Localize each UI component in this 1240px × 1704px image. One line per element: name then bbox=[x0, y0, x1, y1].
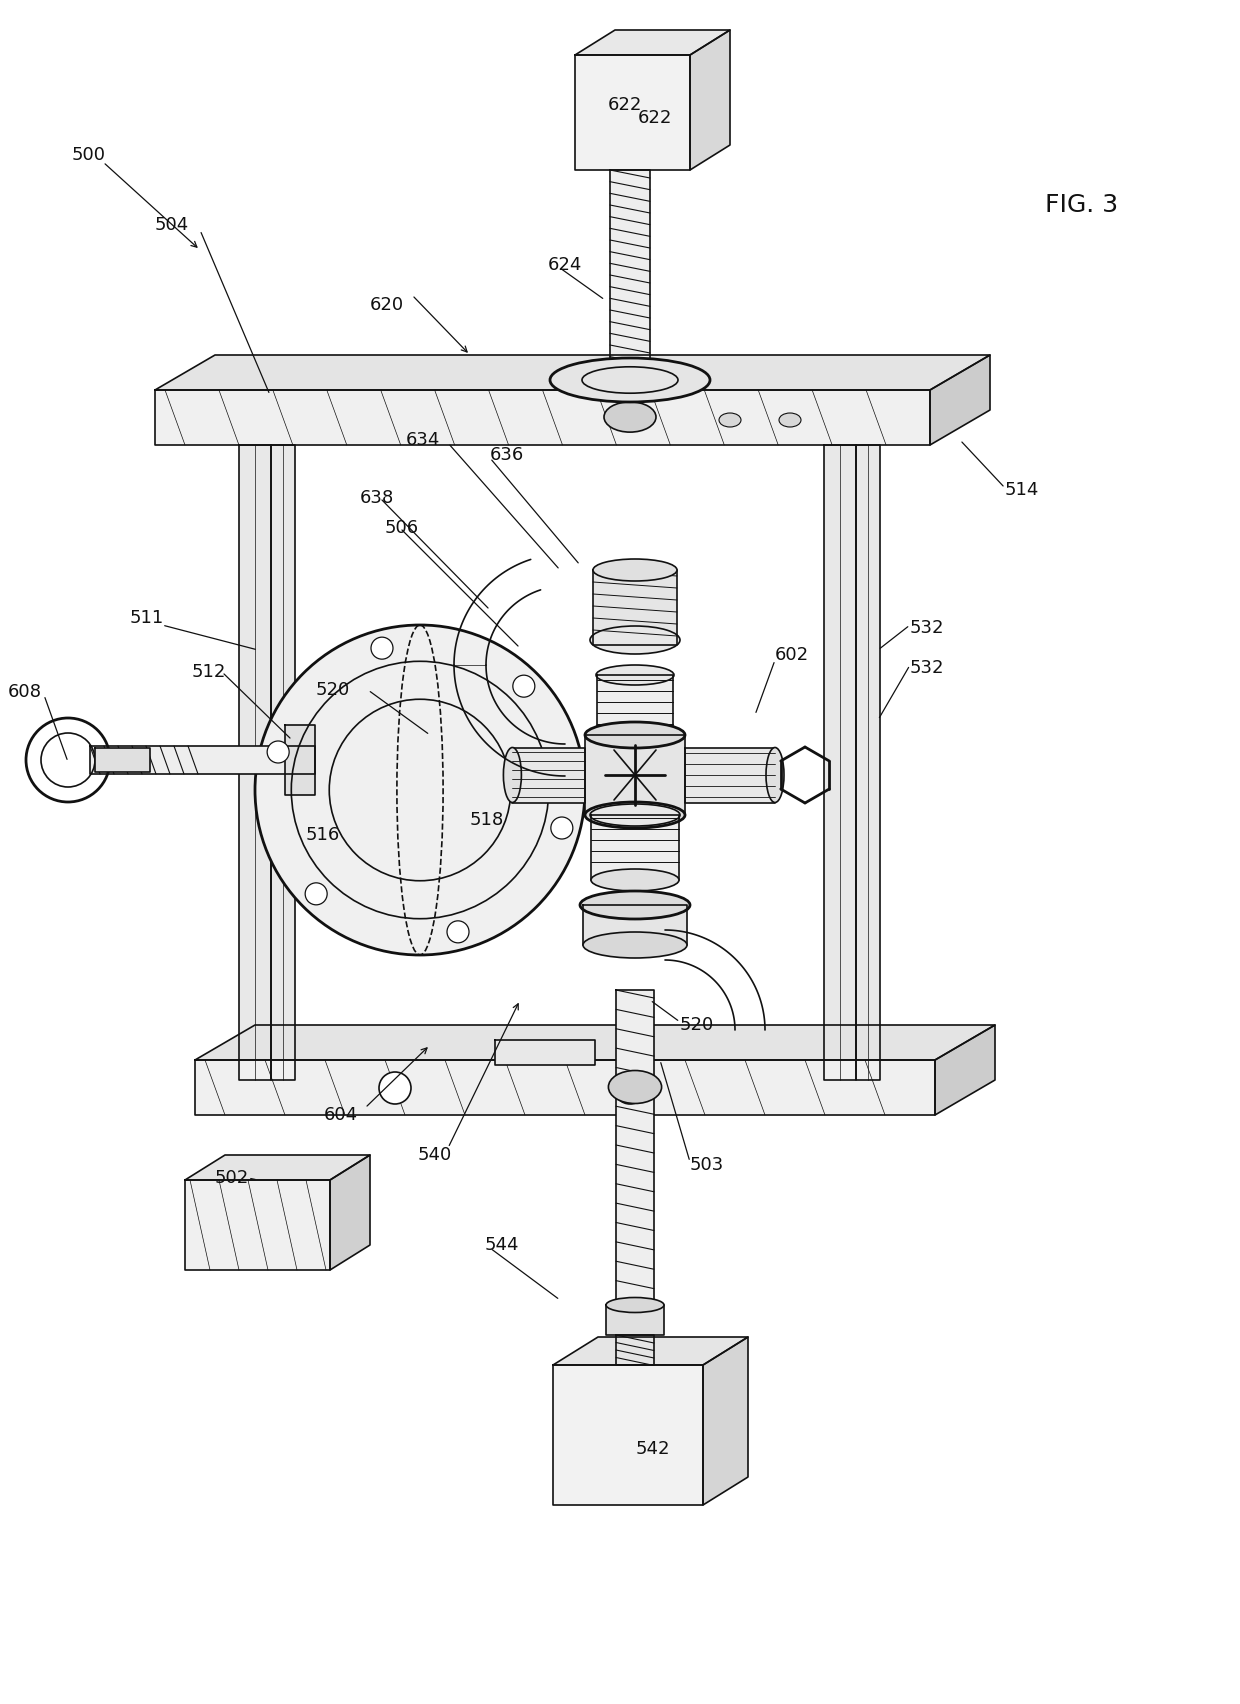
Ellipse shape bbox=[766, 748, 784, 803]
Text: 604: 604 bbox=[324, 1106, 358, 1125]
Circle shape bbox=[267, 741, 289, 763]
Text: 518: 518 bbox=[470, 811, 505, 830]
Circle shape bbox=[305, 883, 327, 905]
Polygon shape bbox=[155, 354, 990, 390]
Polygon shape bbox=[684, 748, 775, 803]
Circle shape bbox=[551, 816, 573, 838]
Text: 532: 532 bbox=[910, 619, 945, 637]
Circle shape bbox=[371, 637, 393, 659]
Ellipse shape bbox=[580, 891, 689, 918]
Polygon shape bbox=[825, 445, 856, 1080]
Ellipse shape bbox=[591, 869, 680, 891]
Ellipse shape bbox=[551, 358, 711, 402]
Polygon shape bbox=[591, 815, 680, 879]
Text: 602: 602 bbox=[775, 646, 810, 665]
Text: 512: 512 bbox=[192, 663, 227, 682]
Text: 542: 542 bbox=[636, 1440, 671, 1459]
Text: FIG. 3: FIG. 3 bbox=[1045, 193, 1118, 216]
Ellipse shape bbox=[590, 804, 680, 826]
Text: 503: 503 bbox=[689, 1155, 724, 1174]
Text: 516: 516 bbox=[306, 826, 340, 843]
Ellipse shape bbox=[585, 803, 684, 828]
Ellipse shape bbox=[779, 412, 801, 428]
Polygon shape bbox=[703, 1338, 748, 1505]
Ellipse shape bbox=[503, 748, 521, 803]
Text: 620: 620 bbox=[370, 296, 404, 314]
Ellipse shape bbox=[596, 665, 675, 685]
Ellipse shape bbox=[585, 722, 684, 748]
Polygon shape bbox=[593, 571, 677, 646]
Polygon shape bbox=[512, 748, 585, 803]
Polygon shape bbox=[272, 445, 295, 1080]
Polygon shape bbox=[185, 1179, 330, 1269]
Polygon shape bbox=[610, 170, 650, 380]
Ellipse shape bbox=[719, 412, 742, 428]
Text: 514: 514 bbox=[1004, 481, 1039, 499]
Text: 636: 636 bbox=[490, 446, 525, 463]
Ellipse shape bbox=[583, 932, 687, 958]
Polygon shape bbox=[553, 1365, 703, 1505]
Text: 511: 511 bbox=[130, 608, 164, 627]
Polygon shape bbox=[495, 1039, 595, 1065]
Polygon shape bbox=[583, 905, 687, 946]
Text: 532: 532 bbox=[910, 659, 945, 676]
Circle shape bbox=[513, 675, 534, 697]
Polygon shape bbox=[95, 748, 150, 772]
Polygon shape bbox=[91, 746, 315, 774]
Polygon shape bbox=[285, 724, 315, 796]
Ellipse shape bbox=[606, 1297, 663, 1312]
Text: 504: 504 bbox=[155, 216, 190, 233]
Polygon shape bbox=[553, 1338, 748, 1365]
Polygon shape bbox=[239, 445, 272, 1080]
Polygon shape bbox=[930, 354, 990, 445]
Ellipse shape bbox=[604, 402, 656, 433]
Text: 608: 608 bbox=[7, 683, 42, 700]
Polygon shape bbox=[185, 1155, 370, 1179]
Circle shape bbox=[614, 1072, 646, 1104]
Circle shape bbox=[379, 1072, 410, 1104]
Polygon shape bbox=[330, 1155, 370, 1269]
Polygon shape bbox=[935, 1026, 994, 1114]
Text: 502: 502 bbox=[215, 1169, 249, 1188]
Polygon shape bbox=[575, 31, 730, 55]
Text: 500: 500 bbox=[72, 147, 105, 164]
Ellipse shape bbox=[609, 1070, 662, 1104]
Ellipse shape bbox=[590, 625, 680, 654]
Text: 520: 520 bbox=[680, 1016, 714, 1034]
Text: 634: 634 bbox=[405, 431, 440, 448]
Polygon shape bbox=[596, 675, 673, 734]
Text: 624: 624 bbox=[548, 256, 583, 274]
Text: 540: 540 bbox=[418, 1147, 453, 1164]
Ellipse shape bbox=[593, 559, 677, 581]
Polygon shape bbox=[616, 1334, 653, 1365]
Text: 622: 622 bbox=[637, 109, 672, 128]
Text: 544: 544 bbox=[485, 1235, 520, 1254]
Text: 638: 638 bbox=[360, 489, 394, 508]
Polygon shape bbox=[575, 55, 689, 170]
Polygon shape bbox=[155, 390, 930, 445]
Text: 520: 520 bbox=[316, 682, 350, 699]
Polygon shape bbox=[585, 734, 684, 815]
Polygon shape bbox=[856, 445, 880, 1080]
Text: 506: 506 bbox=[384, 520, 419, 537]
Polygon shape bbox=[606, 1305, 663, 1334]
Circle shape bbox=[255, 625, 585, 954]
Text: 622: 622 bbox=[608, 95, 642, 114]
Circle shape bbox=[446, 920, 469, 942]
Polygon shape bbox=[616, 990, 653, 1300]
Polygon shape bbox=[195, 1060, 935, 1114]
Polygon shape bbox=[195, 1026, 994, 1060]
Polygon shape bbox=[689, 31, 730, 170]
